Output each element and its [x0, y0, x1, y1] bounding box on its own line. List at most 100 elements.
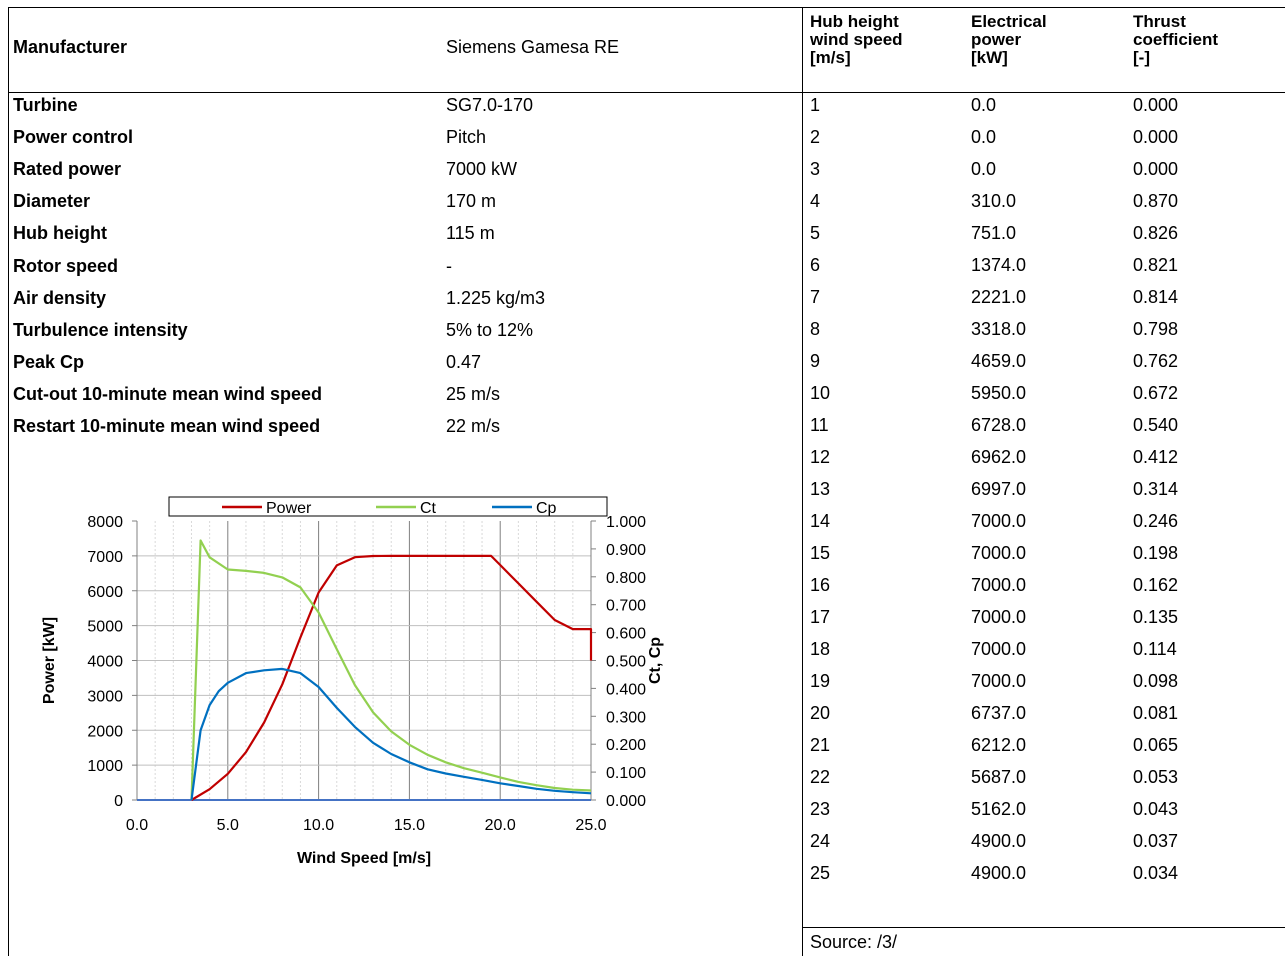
table-cell-wind: 25: [810, 863, 831, 883]
col-header-wind-line1: Hub height: [810, 12, 899, 31]
x-tick-label: 0.0: [126, 817, 148, 834]
y2-tick-label: 0.200: [606, 737, 646, 754]
table-cell-power: 7000.0: [971, 575, 1027, 595]
x-tick-label: 5.0: [217, 817, 239, 834]
table-cell-wind: 4: [810, 191, 821, 211]
y2-tick-label: 0.000: [606, 793, 646, 810]
column-divider: [802, 7, 803, 956]
spec-label: Air density: [13, 287, 107, 308]
power-curve-chart: 0 1000 2000 3000 4000 5000 6000 7000 8000 0.000 0.…: [41, 496, 664, 867]
col-header-power-line1: Electrical: [971, 12, 1047, 31]
spec-label: Power control: [13, 127, 134, 148]
y-tick-label: 8000: [87, 514, 123, 531]
col-header-thrust-coefficient: Thrust coefficient [-]: [1133, 13, 1218, 67]
y2-tick-label: 0.400: [606, 681, 646, 698]
col-header-thrust-line2: coefficient: [1133, 30, 1219, 49]
table-cell-wind: 24: [810, 831, 831, 851]
table-cell-power: 0.0: [971, 159, 997, 179]
y-tick-label: 5000: [87, 619, 123, 636]
table-cell-wind: 3: [810, 159, 821, 179]
table-cell-power: 6728.0: [971, 415, 1027, 435]
spec-label: Rotor speed: [13, 255, 119, 276]
spec-value: -: [446, 255, 452, 276]
x-tick-label: 20.0: [485, 817, 516, 834]
table-cell-wind: 10: [810, 383, 831, 403]
col-header-wind-line2: wind speed: [810, 30, 903, 49]
table-cell-wind: 16: [810, 575, 831, 595]
table-cell-power: 0.0: [971, 127, 997, 147]
y-tick-label: 6000: [87, 584, 123, 601]
table-cell-wind: 21: [810, 735, 831, 755]
x-tick-label: 10.0: [303, 817, 334, 834]
table-cell-thrust: 0.672: [1133, 383, 1179, 403]
table-cell-power: 2221.0: [971, 287, 1027, 307]
top-border: [8, 7, 1285, 8]
col-header-thrust-line1: Thrust: [1133, 12, 1186, 31]
table-cell-power: 7000.0: [971, 639, 1027, 659]
table-cell-power: 4659.0: [971, 351, 1027, 371]
spec-value: 1.225 kg/m3: [446, 287, 546, 308]
x-axis-title: Wind Speed [m/s]: [297, 850, 431, 867]
table-cell-wind: 15: [810, 543, 831, 563]
series-line-cp: [190, 667, 592, 801]
table-cell-wind: 11: [810, 415, 829, 435]
table-cell-power: 7000.0: [971, 543, 1027, 563]
spec-value: 22 m/s: [446, 416, 501, 436]
table-cell-thrust: 0.198: [1133, 543, 1179, 563]
table-cell-thrust: 0.065: [1133, 735, 1179, 755]
table-cell-wind: 18: [810, 639, 831, 659]
table-cell-power: 7000.0: [971, 607, 1027, 627]
y2-axis-title: Ct, Cp: [647, 637, 664, 684]
table-cell-thrust: 0.814: [1133, 287, 1179, 307]
col-header-electrical-power: Electrical power [kW]: [971, 13, 1047, 67]
spec-value: 115 m: [446, 223, 495, 244]
spec-value: 25 m/s: [446, 383, 501, 404]
table-cell-thrust: 0.135: [1133, 607, 1179, 627]
spec-label: Hub height: [13, 223, 107, 244]
table-cell-thrust: 0.053: [1133, 767, 1179, 787]
table-cell-power: 5162.0: [971, 799, 1027, 819]
table-cell-power: 5687.0: [971, 767, 1027, 787]
table-cell-thrust: 0.000: [1133, 159, 1179, 179]
table-cell-thrust: 0.821: [1133, 255, 1179, 275]
y2-tick-label: 0.600: [606, 626, 646, 643]
spec-label: Peak Cp: [13, 351, 85, 372]
table-cell-wind: 8: [810, 319, 821, 339]
manufacturer-value: Siemens Gamesa RE: [446, 37, 620, 57]
table-cell-power: 6997.0: [971, 479, 1027, 499]
series-line-ct: [190, 539, 592, 801]
legend-label-cp: Cp: [536, 500, 557, 517]
table-cell-power: 1374.0: [971, 255, 1027, 275]
spec-value: SG7.0-170: [446, 95, 534, 115]
col-header-thrust-line3: [-]: [1133, 48, 1150, 67]
table-cell-wind: 23: [810, 799, 831, 819]
table-cell-wind: 9: [810, 351, 821, 371]
table-cell-thrust: 0.098: [1133, 671, 1179, 691]
spec-value: 170 m: [446, 191, 497, 212]
table-cell-thrust: 0.037: [1133, 831, 1179, 851]
spec-label: Restart 10-minute mean wind speed: [13, 416, 321, 436]
table-cell-wind: 1: [810, 95, 821, 115]
table-cell-thrust: 0.412: [1133, 447, 1179, 467]
table-cell-power: 3318.0: [971, 319, 1027, 339]
table-cell-power: 6737.0: [971, 703, 1027, 723]
table-cell-power: 7000.0: [971, 511, 1027, 531]
col-header-power-line3: [kW]: [971, 48, 1008, 67]
table-cell-thrust: 0.081: [1133, 703, 1179, 723]
table-cell-thrust: 0.000: [1133, 127, 1179, 147]
table-cell-thrust: 0.000: [1133, 95, 1179, 115]
spec-label: Turbine: [13, 95, 78, 115]
y-tick-label: 7000: [87, 549, 123, 566]
table-cell-wind: 5: [810, 223, 821, 243]
table-cell-power: 6212.0: [971, 735, 1027, 755]
y2-tick-label: 0.800: [606, 570, 646, 587]
col-header-power-line2: power: [971, 30, 1022, 49]
table-cell-wind: 22: [810, 767, 831, 787]
source-divider: [802, 927, 1285, 928]
table-cell-thrust: 0.246: [1133, 511, 1179, 531]
table-cell-power: 5950.0: [971, 383, 1027, 403]
legend-label-ct: Ct: [420, 500, 437, 517]
y2-tick-label: 1.000: [606, 514, 646, 531]
spec-value: Pitch: [446, 127, 487, 148]
